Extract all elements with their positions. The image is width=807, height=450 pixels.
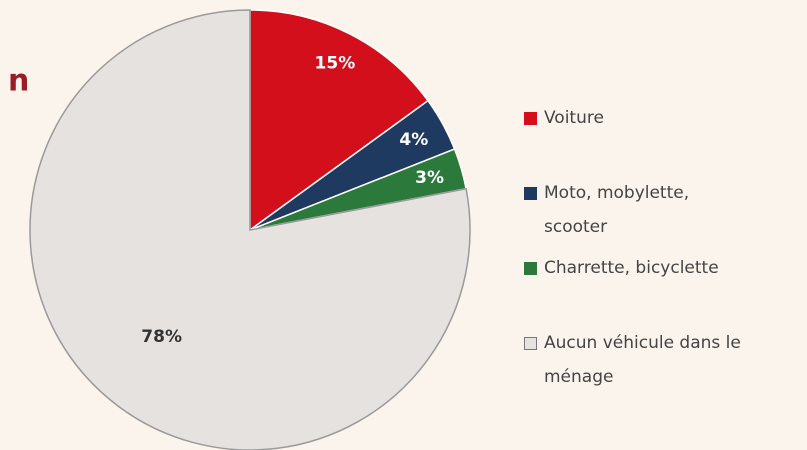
legend-swatch [524,262,537,275]
legend-swatch [524,337,537,350]
legend-label: Voiture [544,108,604,128]
legend-item: Charrette, bicyclette [524,251,784,285]
data-label: 15% [315,53,356,73]
legend-item: Moto, mobylette, scooter [524,176,784,244]
pie-slice [249,9,430,232]
data-label: 3% [415,168,444,188]
legend-label: Aucun véhicule dans le ménage [544,333,741,387]
legend-item: Aucun véhicule dans le ménage [524,326,784,394]
legend-swatch [524,187,537,200]
legend-swatch [524,112,537,125]
pie-slice [29,9,471,450]
legend-label: Charrette, bicyclette [544,258,719,278]
data-label: 4% [399,130,428,150]
legend-label: Moto, mobylette, scooter [544,183,690,237]
legend-item: Voiture [524,101,784,135]
data-label: 78% [141,327,182,347]
chart-title: n [8,64,29,99]
